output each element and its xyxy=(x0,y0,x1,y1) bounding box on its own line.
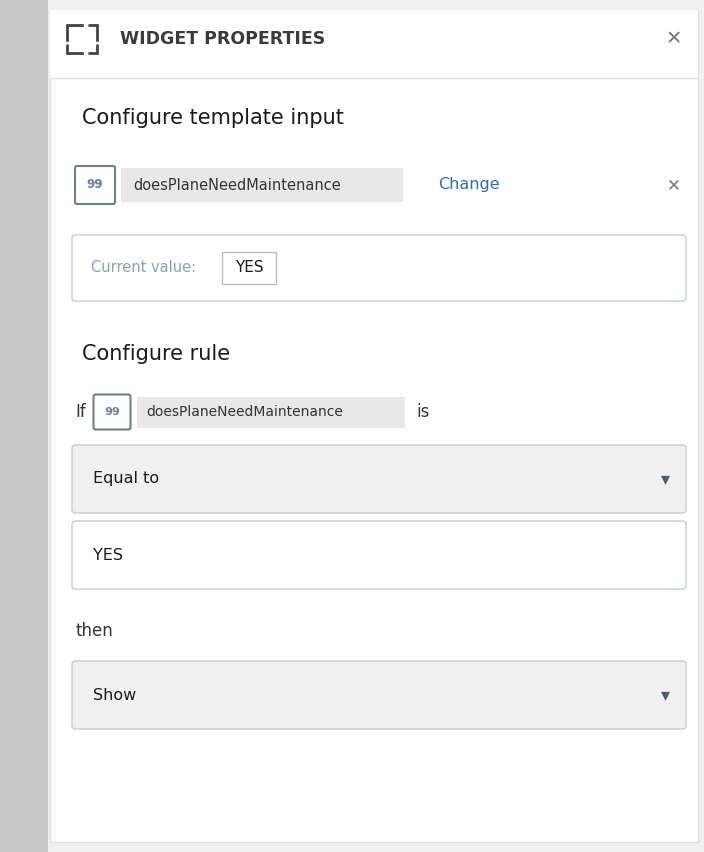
Text: WIDGET PROPERTIES: WIDGET PROPERTIES xyxy=(120,30,325,48)
Text: then: then xyxy=(75,622,113,640)
Text: Show: Show xyxy=(93,688,137,703)
Text: ▾: ▾ xyxy=(660,686,670,704)
FancyBboxPatch shape xyxy=(137,396,405,428)
FancyBboxPatch shape xyxy=(72,521,686,589)
FancyBboxPatch shape xyxy=(72,235,686,301)
FancyBboxPatch shape xyxy=(121,168,403,202)
Bar xyxy=(0,0,48,852)
Text: YES: YES xyxy=(234,261,263,275)
Text: YES: YES xyxy=(93,548,123,562)
Text: If: If xyxy=(75,403,86,421)
Text: ▾: ▾ xyxy=(660,470,670,488)
FancyBboxPatch shape xyxy=(75,166,115,204)
Text: doesPlaneNeedMaintenance: doesPlaneNeedMaintenance xyxy=(146,405,344,419)
FancyBboxPatch shape xyxy=(94,394,130,429)
Text: ✕: ✕ xyxy=(667,176,681,194)
Bar xyxy=(50,10,698,78)
Text: doesPlaneNeedMaintenance: doesPlaneNeedMaintenance xyxy=(133,177,341,193)
Text: Configure template input: Configure template input xyxy=(82,108,344,128)
Text: is: is xyxy=(417,403,430,421)
Text: Current value:: Current value: xyxy=(91,261,196,275)
FancyBboxPatch shape xyxy=(72,661,686,729)
FancyBboxPatch shape xyxy=(222,252,276,284)
Text: Change: Change xyxy=(438,177,500,193)
Text: Configure rule: Configure rule xyxy=(82,344,230,364)
Text: ✕: ✕ xyxy=(666,30,682,49)
Text: 99: 99 xyxy=(104,407,120,417)
FancyBboxPatch shape xyxy=(72,445,686,513)
Text: Equal to: Equal to xyxy=(93,471,159,486)
Text: 99: 99 xyxy=(87,179,103,192)
